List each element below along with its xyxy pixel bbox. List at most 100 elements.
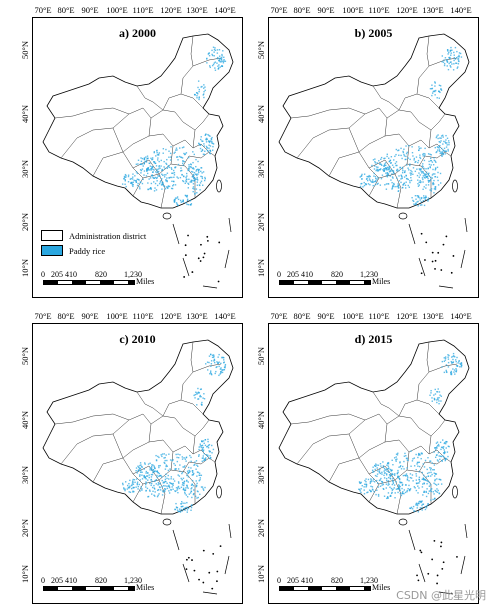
paddy-rice-pixel — [425, 168, 427, 170]
paddy-rice-pixel — [435, 449, 437, 451]
paddy-rice-pixel — [420, 500, 422, 503]
paddy-rice-pixel — [438, 97, 440, 99]
paddy-rice-pixel — [416, 504, 419, 507]
paddy-rice-pixel — [415, 160, 417, 163]
paddy-rice-pixel — [369, 490, 372, 492]
paddy-rice-pixel — [154, 176, 157, 179]
paddy-rice-pixel — [418, 147, 421, 150]
paddy-rice-pixel — [419, 500, 421, 502]
legend-swatch — [41, 245, 63, 256]
paddy-rice-pixel — [182, 180, 184, 182]
paddy-rice-pixel — [149, 165, 152, 167]
paddy-rice-pixel — [420, 457, 422, 460]
paddy-rice-pixel — [380, 477, 382, 480]
paddy-rice-pixel — [380, 156, 383, 159]
paddy-rice-pixel — [183, 488, 185, 491]
paddy-rice-pixel — [173, 176, 175, 178]
paddy-rice-pixel — [178, 475, 181, 477]
paddy-rice-pixel — [371, 469, 374, 471]
paddy-rice-pixel — [150, 168, 152, 170]
paddy-rice-pixel — [423, 197, 425, 199]
paddy-rice-pixel — [200, 150, 203, 153]
paddy-rice-pixel — [131, 178, 134, 180]
paddy-rice-pixel — [174, 490, 176, 492]
paddy-rice-pixel — [143, 474, 145, 477]
paddy-rice-pixel — [218, 353, 220, 356]
paddy-rice-pixel — [195, 178, 197, 181]
longitude-tick-label: 90°E — [81, 311, 99, 321]
paddy-rice-pixel — [426, 483, 428, 485]
island-dot — [202, 581, 205, 584]
paddy-rice-pixel — [428, 490, 431, 492]
paddy-rice-pixel — [418, 461, 421, 464]
paddy-rice-pixel — [161, 490, 164, 492]
paddy-rice-pixel — [391, 483, 394, 486]
paddy-rice-pixel — [192, 151, 194, 153]
paddy-rice-pixel — [163, 166, 165, 168]
paddy-rice-pixel — [208, 147, 210, 149]
paddy-rice-pixel — [143, 174, 145, 176]
paddy-rice-pixel — [151, 493, 153, 495]
island-dot — [441, 567, 444, 570]
paddy-rice-pixel — [365, 485, 368, 487]
paddy-rice-pixel — [209, 152, 212, 155]
paddy-rice-pixel — [168, 490, 170, 492]
paddy-rice-pixel — [188, 165, 190, 168]
paddy-rice-pixel — [202, 153, 205, 155]
paddy-rice-pixel — [174, 166, 177, 168]
paddy-rice-pixel — [197, 496, 199, 499]
paddy-rice-pixel — [394, 492, 396, 494]
paddy-rice-pixel — [424, 177, 426, 179]
longitude-tick-label: 140°E — [214, 311, 236, 321]
province-boundary — [192, 113, 210, 149]
paddy-rice-pixel — [369, 481, 372, 483]
paddy-rice-pixel — [203, 153, 206, 156]
paddy-rice-pixel — [202, 171, 205, 173]
paddy-rice-pixel — [431, 177, 434, 179]
paddy-rice-pixel — [383, 167, 385, 170]
latitude-tick-label: 20°N — [256, 518, 266, 538]
paddy-rice-pixel — [201, 457, 204, 459]
paddy-rice-pixel — [417, 485, 419, 487]
paddy-rice-pixel — [213, 62, 216, 64]
paddy-rice-pixel — [410, 450, 412, 452]
paddy-rice-pixel — [402, 492, 404, 495]
paddy-rice-pixel — [195, 480, 197, 482]
paddy-rice-pixel — [186, 178, 188, 181]
paddy-rice-pixel — [213, 55, 215, 57]
longitude-tick-label: 140°E — [450, 5, 472, 15]
paddy-rice-pixel — [457, 60, 460, 62]
paddy-rice-pixel — [411, 508, 414, 510]
longitude-tick-label: 100°E — [106, 5, 128, 15]
paddy-rice-pixel — [433, 493, 435, 495]
longitude-tick-label: 100°E — [342, 311, 364, 321]
paddy-rice-pixel — [200, 486, 203, 488]
paddy-rice-pixel — [186, 470, 189, 472]
paddy-rice-pixel — [195, 391, 197, 393]
paddy-rice-pixel — [149, 467, 151, 469]
paddy-rice-pixel — [398, 477, 401, 480]
scale-tick-label: 1,230 — [360, 270, 378, 279]
province-boundary — [418, 457, 446, 473]
paddy-rice-pixel — [387, 183, 390, 185]
island-dot — [456, 555, 458, 558]
paddy-rice-pixel — [457, 58, 459, 60]
paddy-rice-pixel — [190, 504, 193, 507]
paddy-rice-pixel — [176, 156, 179, 158]
paddy-rice-pixel — [385, 468, 387, 471]
paddy-rice-pixel — [173, 171, 176, 174]
paddy-rice-pixel — [174, 198, 176, 201]
paddy-rice-pixel — [430, 389, 432, 392]
paddy-rice-pixel — [166, 158, 168, 161]
paddy-rice-pixel — [442, 439, 444, 441]
paddy-rice-pixel — [132, 483, 135, 485]
paddy-rice-pixel — [135, 478, 138, 480]
paddy-rice-pixel — [435, 484, 438, 486]
paddy-rice-pixel — [143, 158, 146, 161]
scale-unit: Miles — [136, 277, 155, 286]
paddy-rice-pixel — [150, 482, 153, 485]
paddy-rice-pixel — [146, 155, 149, 157]
paddy-rice-pixel — [408, 484, 410, 487]
paddy-rice-pixel — [450, 66, 452, 68]
china-map — [42, 33, 234, 289]
